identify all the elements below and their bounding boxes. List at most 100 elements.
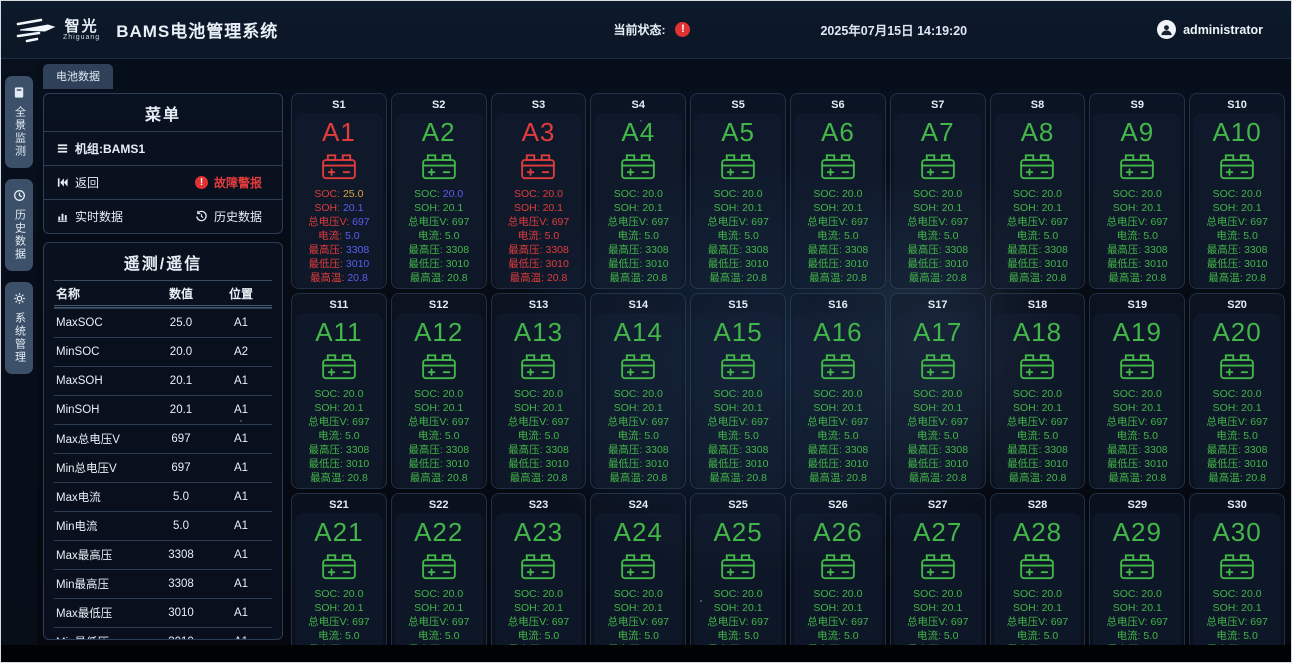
stat-label: 最低压: [907,458,945,470]
tab-battery-data[interactable]: 电池数据 [43,64,113,89]
stat-label: 最高温: [809,472,847,484]
battery-card[interactable]: S23 A23 SOC: 20.0 SOH: 20.1 总电压V: 697 电流: 5… [490,493,587,646]
stat-value: 20.0 [342,388,364,400]
battery-card[interactable]: S2 A2 SOC: 20.0 SOH: 20.1 总电压V: 697 电流: 5.0… [390,93,487,289]
stat-line: SOC: 20.0 [996,387,1080,401]
stat-value: 20.0 [1041,588,1062,600]
string-id: S24 [628,499,649,511]
battery-card[interactable]: S30 A30 SOC: 20.0 SOH: 20.1 总电压V: 697 电流: 5… [1189,493,1285,646]
user-menu[interactable]: administrator [1157,20,1263,39]
stat-line: 电流: 5.0 [497,229,581,243]
table-header-row: 名称 数值 位置 [54,280,272,308]
battery-card[interactable]: S9 A9 SOC: 20.0 SOH: 20.1 总电压V: 697 电流: 5.0… [1089,93,1186,289]
string-id: S2 [431,99,446,111]
battery-card[interactable]: S3 A3 SOC: 20.0 SOH: 20.1 总电压V: 697 电流: 5.0… [490,93,587,289]
stat-line: 总电压V: 697 [596,615,680,629]
stat-label: 最低压: [308,458,346,470]
stat-value: 3308 [645,244,669,256]
battery-card[interactable]: S14 A14 SOC: 20.0 SOH: 20.1 总电压V: 697 电流: 5… [590,293,687,489]
battery-card[interactable]: S25 A25 SOC: 20.0 SOH: 20.1 总电压V: 697 电流: 5… [690,493,786,646]
stat-label: 最高压: [607,444,646,456]
stat-line: 最低压: 3010 [996,457,1080,471]
battery-card[interactable]: S21 A21 SOC: 20.0 SOH: 20.1 总电压V: 697 电流: 5… [291,493,387,646]
history-data-button[interactable]: 历史数据 [195,208,262,225]
stat-line: 总电压V: 697 [996,615,1080,629]
battery-card[interactable]: S22 A22 SOC: 20.0 SOH: 20.1 总电压V: 697 电流: 5… [390,493,487,646]
stat-line: SOC: 20.0 [896,187,980,201]
battery-card[interactable]: S27 A27 SOC: 20.0 SOH: 20.1 总电压V: 697 电流: 5… [889,493,986,646]
stat-value: 20.0 [1141,188,1162,200]
string-id: S10 [1227,99,1247,111]
stat-label: SOH: [1112,202,1142,214]
stat-line: 最低压: 3010 [297,257,381,271]
stat-label: 电流: [417,630,445,642]
battery-card[interactable]: S6 A6 SOC: 20.0 SOH: 20.1 总电压V: 697 电流: 5.0… [790,93,886,289]
battery-card[interactable]: S12 A12 SOC: 20.0 SOH: 20.1 总电压V: 697 电流: 5… [390,293,487,489]
stat-label: 电流: [318,230,346,242]
battery-card[interactable]: S4 A4 SOC: 20.0 SOH: 20.1 总电压V: 697 电流: 5.0… [590,93,687,289]
battery-card[interactable]: S1 A1 SOC: 25.0 SOH: 20.1 总电压V: 697 电流: 5.0… [291,93,387,289]
stat-line: SOC: 20.0 [497,387,581,401]
stat-label: 最低压: [1206,258,1245,270]
stat-line: 总电压V: 697 [796,415,880,429]
stat-line: 最低压: 3010 [696,257,780,271]
battery-card[interactable]: S16 A16 SOC: 20.0 SOH: 20.1 总电压V: 697 电流: 5… [790,293,886,489]
battery-card-body: A10 SOC: 20.0 SOH: 20.1 总电压V: 697 电流: 5.0 最高… [1193,113,1281,288]
battery-id: A17 [913,317,963,347]
stat-label: 电流: [817,230,845,242]
battery-card-body: A5 SOC: 20.0 SOH: 20.1 总电压V: 697 电流: 5.0 最高压… [694,113,782,288]
battery-card[interactable]: S29 A29 SOC: 20.0 SOH: 20.1 总电压V: 697 电流: 5… [1089,493,1186,646]
stat-line: 最高压: 3308 [1195,243,1279,257]
row-value: 20.1 [169,404,193,416]
stat-label: 电流: [318,630,346,642]
stat-value: 3010 [445,258,470,270]
battery-card[interactable]: S5 A5 SOC: 20.0 SOH: 20.1 总电压V: 697 电流: 5.0… [690,93,786,289]
battery-card[interactable]: S18 A18 SOC: 20.0 SOH: 20.1 总电压V: 697 电流: 5… [989,293,1086,489]
unit-item[interactable]: 机组:BAMS1 [56,140,145,157]
realtime-data-button[interactable]: 实时数据 [56,208,123,225]
battery-card[interactable]: S19 A19 SOC: 20.0 SOH: 20.1 总电压V: 697 电流: 5… [1089,293,1186,489]
battery-icon [497,553,581,581]
battery-card[interactable]: S7 A7 SOC: 20.0 SOH: 20.1 总电压V: 697 电流: 5.0… [889,93,986,289]
battery-id: A22 [414,517,464,547]
user-avatar-icon [1157,20,1177,39]
rail-tab-system[interactable]: 系统管理 [5,282,33,374]
stat-label: 最低压: [1106,258,1145,270]
battery-card[interactable]: S11 A11 SOC: 20.0 SOH: 20.1 总电压V: 697 电流: 5… [291,293,387,489]
stat-line: 总电压V: 697 [297,615,381,629]
stat-line: SOH: 20.1 [996,201,1080,215]
fault-alarm-button[interactable]: ! 故障警报 [194,174,262,191]
stat-label: 电流: [817,430,845,442]
stat-label: SOH: [813,602,842,614]
alert-circle-icon[interactable]: ! [675,22,691,37]
battery-id: A11 [315,317,363,347]
stat-line: 总电压V: 697 [996,415,1080,429]
battery-card[interactable]: S17 A17 SOC: 20.0 SOH: 20.1 总电压V: 697 电流: 5… [889,293,986,489]
stat-value: 697 [950,416,969,428]
back-button[interactable]: 返回 [56,174,99,191]
stat-line: 最低压: 3010 [497,457,581,471]
battery-card-body: A6 SOC: 20.0 SOH: 20.1 总电压V: 697 电流: 5.0 最高压… [794,113,882,288]
rail-tab-panorama[interactable]: 全景监测 [5,76,33,168]
battery-icon [896,553,980,581]
stat-value: 5.0 [644,630,660,642]
battery-card[interactable]: S20 A20 SOC: 20.0 SOH: 20.1 总电压V: 697 电流: 5… [1189,293,1285,489]
battery-card[interactable]: S15 A15 SOC: 20.0 SOH: 20.1 总电压V: 697 电流: 5… [690,293,786,489]
stat-line: 最低压: 3010 [1195,457,1279,471]
row-value: 5.0 [173,491,189,503]
battery-card[interactable]: S8 A8 SOC: 20.0 SOH: 20.1 总电压V: 697 电流: 5.0… [989,93,1086,289]
battery-card[interactable]: S10 A10 SOC: 20.0 SOH: 20.1 总电压V: 697 电流: 5… [1189,93,1285,289]
battery-card[interactable]: S13 A13 SOC: 20.0 SOH: 20.1 总电压V: 697 电流: 5… [490,293,587,489]
rail-tab-history[interactable]: 历史数据 [5,179,33,271]
battery-card-body: A4 SOC: 20.0 SOH: 20.1 总电压V: 697 电流: 5.0 最高压… [594,113,683,288]
battery-card[interactable]: S26 A26 SOC: 20.0 SOH: 20.1 总电压V: 697 电流: 5… [790,493,886,646]
stat-label: 最高压: [1206,244,1245,256]
battery-card[interactable]: S28 A28 SOC: 20.0 SOH: 20.1 总电压V: 697 电流: 5… [989,493,1086,646]
row-location: A2 [233,346,249,358]
battery-card[interactable]: S24 A24 SOC: 20.0 SOH: 20.1 总电压V: 697 电流: 5… [590,493,687,646]
